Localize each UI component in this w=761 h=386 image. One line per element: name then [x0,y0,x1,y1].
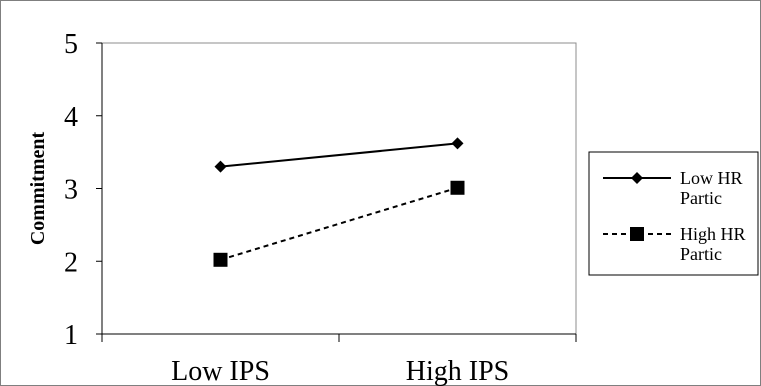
data-point [214,160,227,173]
data-point [213,252,228,267]
series-2 [213,180,465,267]
series-layer [213,137,465,267]
x-tick-label: Low IPS [171,356,270,386]
data-point [450,180,465,195]
plot-area [101,42,577,335]
legend-label: Low HR [680,168,743,188]
legend-marker [631,172,643,184]
y-tick-label: 4 [64,102,78,133]
y-axis: 1 2 3 4 5 [64,29,103,351]
legend-label: High HR [680,224,746,244]
x-axis: Low IPS High IPS [101,333,577,386]
y-tick-label: 3 [64,175,78,206]
legend-label: Partic [680,244,722,264]
series-line [220,142,458,168]
y-axis-label: Commitment [27,132,49,246]
y-tick-label: 5 [64,29,78,60]
data-point [451,137,464,150]
x-tick-label: High IPS [406,356,509,386]
legend-box [588,151,759,276]
y-tick-label: 1 [64,320,78,351]
legend-marker [630,227,644,241]
series-1 [214,137,464,173]
y-tick-label: 2 [64,247,78,278]
legend-label: Partic [680,188,722,208]
